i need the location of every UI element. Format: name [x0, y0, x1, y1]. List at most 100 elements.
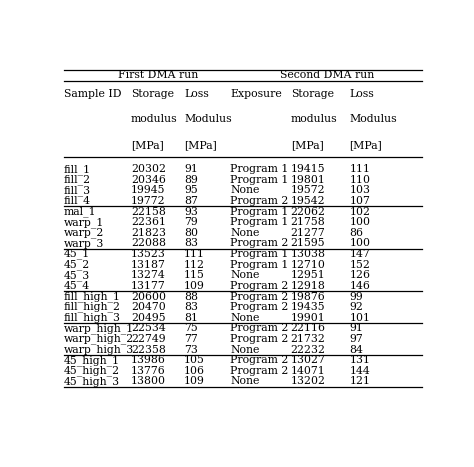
Text: 86: 86 — [349, 228, 364, 238]
Text: 13800: 13800 — [131, 376, 166, 386]
Text: 91: 91 — [349, 323, 364, 333]
Text: Program 1: Program 1 — [230, 175, 289, 185]
Text: Storage: Storage — [131, 89, 174, 99]
Text: Sample ID: Sample ID — [64, 89, 121, 99]
Text: 77: 77 — [184, 334, 198, 344]
Text: Program 1: Program 1 — [230, 217, 289, 227]
Text: 97: 97 — [349, 334, 363, 344]
Text: 22116: 22116 — [291, 323, 326, 333]
Text: 45_1: 45_1 — [64, 249, 90, 260]
Text: None: None — [230, 376, 259, 386]
Text: 45_3: 45_3 — [64, 270, 90, 281]
Text: 13776: 13776 — [131, 366, 165, 376]
Text: warp_high_2: warp_high_2 — [64, 333, 134, 344]
Text: 84: 84 — [349, 345, 364, 354]
Text: Program 2: Program 2 — [230, 366, 289, 376]
Text: 20600: 20600 — [131, 291, 166, 302]
Text: None: None — [230, 313, 259, 323]
Text: Program 2: Program 2 — [230, 196, 289, 206]
Text: Program 2: Program 2 — [230, 281, 289, 291]
Text: None: None — [230, 345, 259, 354]
Text: 112: 112 — [184, 260, 205, 269]
Text: 19901: 19901 — [291, 313, 326, 323]
Text: Modulus: Modulus — [349, 114, 397, 124]
Text: warp_high_1: warp_high_1 — [64, 323, 134, 334]
Text: 22062: 22062 — [291, 207, 326, 217]
Text: 19572: 19572 — [291, 185, 325, 195]
Text: warp_3: warp_3 — [64, 238, 104, 249]
Text: 109: 109 — [184, 376, 205, 386]
Text: 14071: 14071 — [291, 366, 326, 376]
Text: 103: 103 — [349, 185, 371, 195]
Text: modulus: modulus — [131, 114, 177, 124]
Text: 102: 102 — [349, 207, 371, 217]
Text: 22088: 22088 — [131, 239, 166, 248]
Text: fill_2: fill_2 — [64, 175, 91, 185]
Text: 13202: 13202 — [291, 376, 326, 386]
Text: 13177: 13177 — [131, 281, 165, 291]
Text: 101: 101 — [349, 313, 371, 323]
Text: Program 2: Program 2 — [230, 302, 289, 312]
Text: 22361: 22361 — [131, 217, 166, 227]
Text: 147: 147 — [349, 249, 370, 259]
Text: 12951: 12951 — [291, 270, 326, 280]
Text: 13274: 13274 — [131, 270, 165, 280]
Text: 19415: 19415 — [291, 164, 325, 174]
Text: 110: 110 — [349, 175, 371, 185]
Text: 45_high_1: 45_high_1 — [64, 355, 120, 366]
Text: 95: 95 — [184, 185, 198, 195]
Text: Program 1: Program 1 — [230, 260, 289, 269]
Text: Program 2: Program 2 — [230, 239, 289, 248]
Text: None: None — [230, 228, 259, 238]
Text: Storage: Storage — [291, 89, 334, 99]
Text: fill_4: fill_4 — [64, 196, 91, 206]
Text: Modulus: Modulus — [184, 114, 232, 124]
Text: Second DMA run: Second DMA run — [280, 71, 374, 80]
Text: fill_1: fill_1 — [64, 164, 91, 175]
Text: Program 1: Program 1 — [230, 164, 289, 174]
Text: Program 2: Program 2 — [230, 355, 289, 365]
Text: 92: 92 — [349, 302, 364, 312]
Text: 105: 105 — [184, 355, 205, 365]
Text: 111: 111 — [184, 249, 205, 259]
Text: 45_2: 45_2 — [64, 259, 90, 270]
Text: 144: 144 — [349, 366, 370, 376]
Text: 20346: 20346 — [131, 175, 166, 185]
Text: 22749: 22749 — [131, 334, 165, 344]
Text: warp_1: warp_1 — [64, 217, 104, 227]
Text: 83: 83 — [184, 239, 198, 248]
Text: 12710: 12710 — [291, 260, 326, 269]
Text: Exposure: Exposure — [230, 89, 282, 99]
Text: modulus: modulus — [291, 114, 337, 124]
Text: 22158: 22158 — [131, 207, 166, 217]
Text: 81: 81 — [184, 313, 198, 323]
Text: [MPa]: [MPa] — [184, 140, 217, 150]
Text: 19801: 19801 — [291, 175, 326, 185]
Text: 91: 91 — [184, 164, 198, 174]
Text: 21758: 21758 — [291, 217, 326, 227]
Text: 109: 109 — [184, 281, 205, 291]
Text: 126: 126 — [349, 270, 371, 280]
Text: 45_high_2: 45_high_2 — [64, 365, 120, 376]
Text: warp_2: warp_2 — [64, 227, 104, 238]
Text: 13027: 13027 — [291, 355, 326, 365]
Text: None: None — [230, 270, 259, 280]
Text: fill_high_2: fill_high_2 — [64, 302, 121, 312]
Text: 19945: 19945 — [131, 185, 165, 195]
Text: 20302: 20302 — [131, 164, 166, 174]
Text: 21595: 21595 — [291, 239, 325, 248]
Text: 87: 87 — [184, 196, 198, 206]
Text: [MPa]: [MPa] — [291, 140, 323, 150]
Text: 22358: 22358 — [131, 345, 166, 354]
Text: Program 1: Program 1 — [230, 207, 289, 217]
Text: Program 2: Program 2 — [230, 291, 289, 302]
Text: Loss: Loss — [184, 89, 209, 99]
Text: 111: 111 — [349, 164, 371, 174]
Text: 131: 131 — [349, 355, 371, 365]
Text: First DMA run: First DMA run — [118, 71, 199, 80]
Text: 73: 73 — [184, 345, 198, 354]
Text: 13523: 13523 — [131, 249, 166, 259]
Text: 99: 99 — [349, 291, 363, 302]
Text: 88: 88 — [184, 291, 198, 302]
Text: warp_high_3: warp_high_3 — [64, 344, 134, 355]
